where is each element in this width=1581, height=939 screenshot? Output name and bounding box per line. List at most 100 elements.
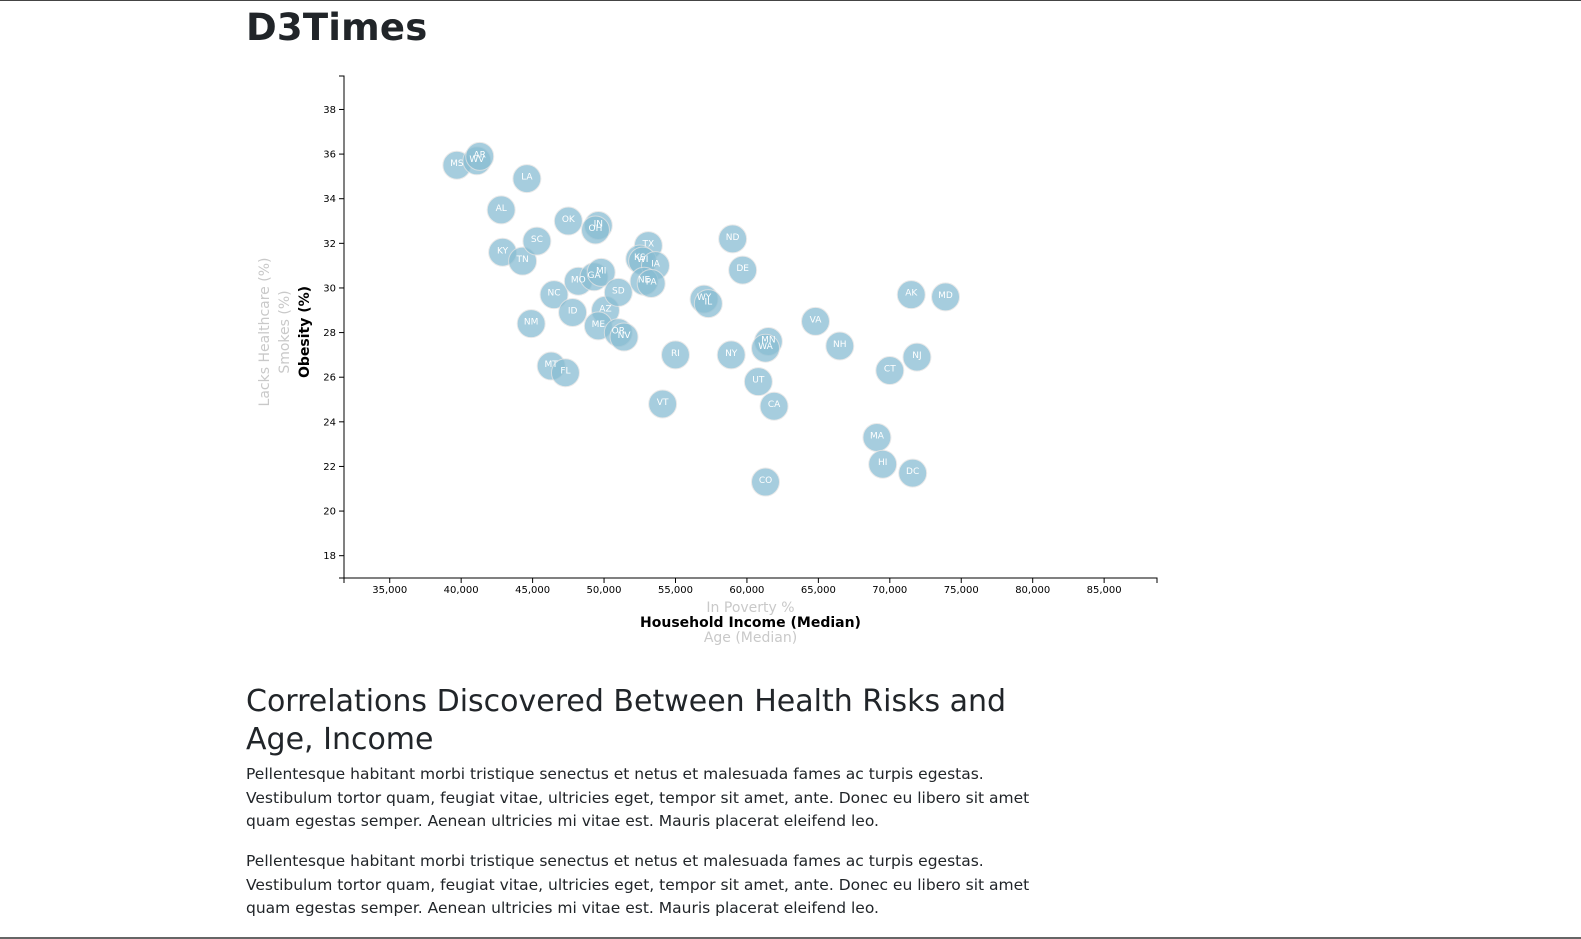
state-label: WY [697,293,712,303]
state-label: WV [469,155,485,165]
x-axis-option[interactable]: Household Income (Median) [640,615,861,631]
y-axis-option[interactable]: Obesity (%) [297,286,313,378]
state-point-pa[interactable] [636,268,666,298]
state-point-dc[interactable] [898,458,928,488]
state-label: NV [618,331,632,341]
x-tick-label: 55,000 [658,585,693,596]
state-point-ny[interactable] [716,340,746,370]
bottom-border [0,937,1581,939]
state-point-va[interactable] [801,306,831,336]
state-label: LA [521,173,533,183]
state-label: NM [524,318,539,328]
page-title: D3Times [246,6,428,49]
x-tick-label: 35,000 [372,585,407,596]
y-axis-option[interactable]: Smokes (%) [277,290,293,373]
y-tick-label: 38 [323,105,336,116]
state-point-ct[interactable] [875,356,905,386]
state-label: AZ [599,304,611,314]
state-label: IN [594,219,603,229]
state-point-fl[interactable] [550,358,580,388]
state-point-md[interactable] [931,282,961,312]
y-tick-label: 26 [323,373,336,384]
state-label: MT [545,360,559,370]
x-tick-label: 45,000 [515,585,550,596]
state-label: TN [515,255,528,265]
state-point-nj[interactable] [902,342,932,372]
state-label: ND [726,233,740,243]
x-tick-label: 85,000 [1087,585,1122,596]
state-label: MD [938,291,953,301]
state-point-ut[interactable] [743,367,773,397]
state-label: DC [906,467,919,477]
state-point-sd[interactable] [603,277,633,307]
state-label: VT [657,398,669,408]
state-label: CA [768,400,781,410]
state-point-ok[interactable] [553,206,583,236]
axis-labels: In Poverty %Household Income (Median)Age… [257,258,861,646]
paragraph: Pellentesque habitant morbi tristique se… [246,765,1030,830]
state-point-nv[interactable] [609,322,639,352]
state-label: MS [450,159,464,169]
state-point-ri[interactable] [660,340,690,370]
state-point-wa[interactable] [751,333,781,363]
y-tick-label: 24 [323,417,336,428]
state-point-vt[interactable] [648,389,678,419]
state-point-co[interactable] [751,467,781,497]
x-tick-label: 65,000 [801,585,836,596]
state-label: KY [497,246,509,256]
state-point-al[interactable] [486,195,516,225]
state-label: OR [612,327,625,337]
state-label: OH [589,224,603,234]
state-label: IL [705,298,713,308]
y-tick-label: 32 [323,239,336,250]
state-point-nc[interactable] [539,280,569,310]
chart-axes: 18 20 22 24 26 28 30 32 34 36 38 35,000 40,000 45,000… [323,75,1158,596]
state-point-ak[interactable] [896,280,926,310]
state-label: SC [531,235,543,245]
state-label: UT [752,376,765,386]
state-label: NY [725,349,738,359]
y-tick-label: 20 [323,507,336,518]
state-point-mi[interactable] [586,257,616,287]
state-point-id[interactable] [558,297,588,327]
x-tick-label: 60,000 [729,585,764,596]
x-tick-label: 75,000 [944,585,979,596]
x-tick-label: 40,000 [444,585,479,596]
state-point-sc[interactable] [522,226,552,256]
x-tick-label: 80,000 [1015,585,1050,596]
state-point-il[interactable] [693,289,723,319]
state-label: IA [651,260,661,270]
section-title: Correlations Discovered Between Health R… [246,684,1007,757]
top-border [0,0,1581,1]
state-point-nd[interactable] [718,224,748,254]
state-point-ar[interactable] [465,141,495,171]
x-axis-line [343,577,1158,583]
state-point-la[interactable] [512,164,542,194]
state-label: VA [810,315,823,325]
x-axis-option[interactable]: In Poverty % [706,600,794,616]
state-label: NH [833,340,847,350]
state-point-ca[interactable] [759,391,789,421]
state-label: DE [736,264,749,274]
state-point-nh[interactable] [825,331,855,361]
state-label: NC [548,289,561,299]
state-label: HI [878,458,887,468]
state-label: TX [642,240,655,250]
state-point-oh[interactable] [580,215,610,245]
state-point-tn[interactable] [508,246,538,276]
x-tick-label: 50,000 [587,585,622,596]
state-point-hi[interactable] [868,449,898,479]
y-axis-option[interactable]: Lacks Healthcare (%) [257,258,273,407]
state-label: MO [571,275,586,285]
state-label: SD [612,286,625,296]
y-axis-line [339,75,345,579]
y-tick-label: 22 [323,462,336,473]
state-label: AL [496,204,507,214]
state-label: FL [560,367,570,377]
state-label: AR [474,150,486,160]
state-point-nm[interactable] [516,309,546,339]
state-point-de[interactable] [728,255,758,285]
state-label: MN [761,336,776,346]
x-axis-option[interactable]: Age (Median) [704,630,797,646]
x-tick-label: 70,000 [872,585,907,596]
